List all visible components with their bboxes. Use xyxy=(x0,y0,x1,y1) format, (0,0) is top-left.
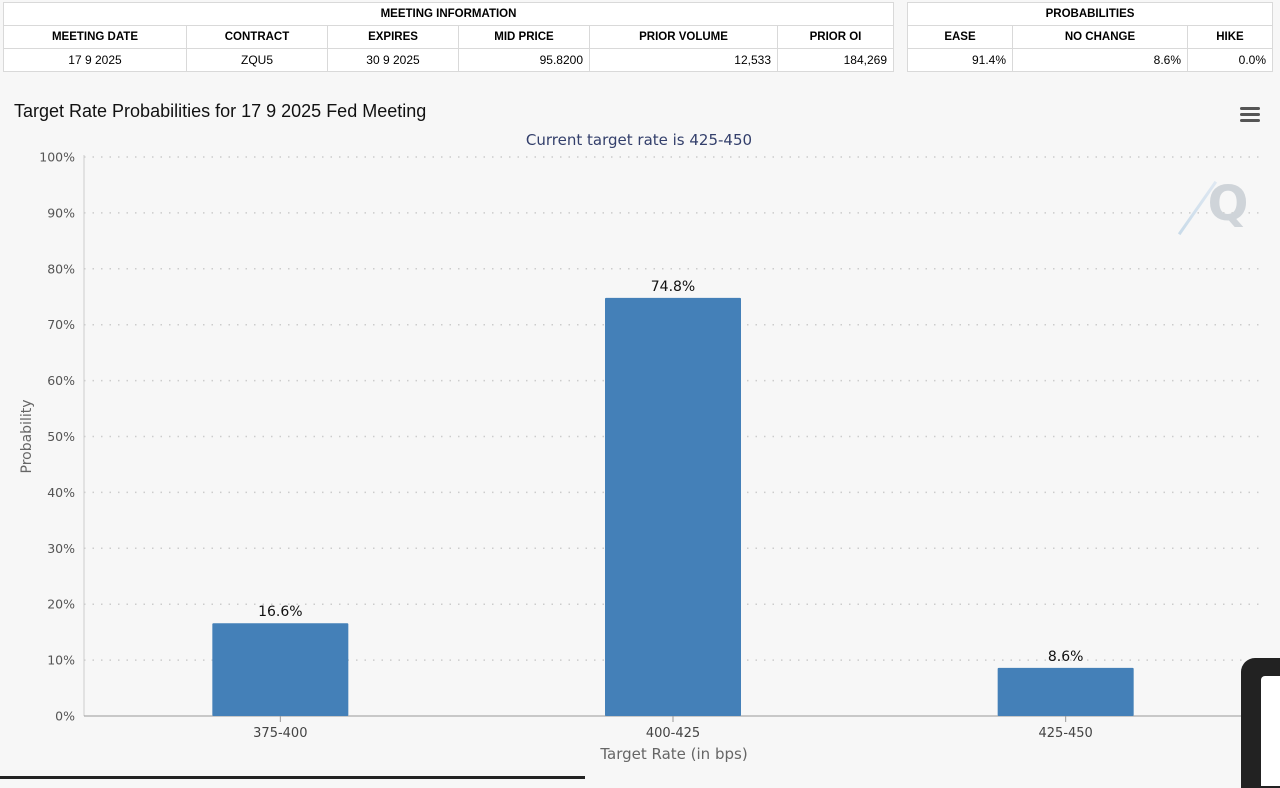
meeting-date-value: 17 9 2025 xyxy=(3,48,187,72)
y-tick-label: 0% xyxy=(55,709,75,724)
y-tick-label: 100% xyxy=(39,150,75,165)
col-meeting-date: MEETING DATE xyxy=(3,25,187,49)
screenshot-thumbnail-image[interactable] xyxy=(1261,676,1280,786)
y-tick-label: 70% xyxy=(47,317,75,332)
probabilities-table: PROBABILITIES EASE NO CHANGE HIKE 91.4% … xyxy=(907,2,1273,72)
watermark-logo-icon: Q xyxy=(1198,168,1258,240)
chart-title: Target Rate Probabilities for 17 9 2025 … xyxy=(14,101,427,121)
y-tick-label: 90% xyxy=(47,205,75,220)
bar-375-400[interactable] xyxy=(212,623,349,716)
col-contract: CONTRACT xyxy=(186,25,328,49)
col-expires: EXPIRES xyxy=(327,25,459,49)
probabilities-header: PROBABILITIES xyxy=(907,2,1273,26)
col-mid-price: MID PRICE xyxy=(458,25,590,49)
y-tick-label: 40% xyxy=(47,485,75,500)
col-hike: HIKE xyxy=(1187,25,1273,49)
data-label: 74.8% xyxy=(651,279,695,295)
y-tick-label: 20% xyxy=(47,597,75,612)
meeting-info-table: MEETING INFORMATION MEETING DATE CONTRAC… xyxy=(3,2,894,72)
col-prior-oi: PRIOR OI xyxy=(777,25,894,49)
hike-value: 0.0% xyxy=(1187,48,1273,72)
data-label: 8.6% xyxy=(1048,649,1084,665)
x-tick-label: 400-425 xyxy=(646,726,700,741)
col-prior-volume: PRIOR VOLUME xyxy=(589,25,778,49)
window-edge-divider xyxy=(0,776,585,779)
table-row: 17 9 2025 ZQU5 30 9 2025 95.8200 12,533 … xyxy=(3,48,894,72)
chart-subtitle: Current target rate is 425-450 xyxy=(526,131,752,149)
y-tick-label: 30% xyxy=(47,541,75,556)
hamburger-menu-icon[interactable] xyxy=(1240,107,1260,123)
ease-value: 91.4% xyxy=(907,48,1013,72)
x-tick-label: 425-450 xyxy=(1039,726,1093,741)
data-label: 16.6% xyxy=(258,604,302,620)
bar-chart: 0% 10% 20% 30% 40% 50% 60% 70% 80% 90% 100% 375-400… xyxy=(19,131,1262,763)
bar-400-425[interactable] xyxy=(605,297,741,716)
prior-oi-value: 184,269 xyxy=(777,48,894,72)
x-tick-label: 375-400 xyxy=(253,726,307,741)
y-tick-label: 10% xyxy=(47,653,75,668)
bar-425-450[interactable] xyxy=(997,667,1134,716)
meeting-info-header: MEETING INFORMATION xyxy=(3,2,894,26)
col-no-change: NO CHANGE xyxy=(1012,25,1188,49)
y-axis-title: Probability xyxy=(19,399,35,473)
mid-price-value: 95.8200 xyxy=(458,48,590,72)
contract-value: ZQU5 xyxy=(186,48,328,72)
prior-volume-value: 12,533 xyxy=(589,48,778,72)
no-change-value: 8.6% xyxy=(1012,48,1188,72)
y-tick-label: 60% xyxy=(47,373,75,388)
col-ease: EASE xyxy=(907,25,1013,49)
expires-value: 30 9 2025 xyxy=(327,48,459,72)
table-row: 91.4% 8.6% 0.0% xyxy=(907,48,1273,72)
x-axis-title: Target Rate (in bps) xyxy=(599,745,747,763)
y-tick-label: 80% xyxy=(47,261,75,276)
y-tick-label: 50% xyxy=(47,429,75,444)
